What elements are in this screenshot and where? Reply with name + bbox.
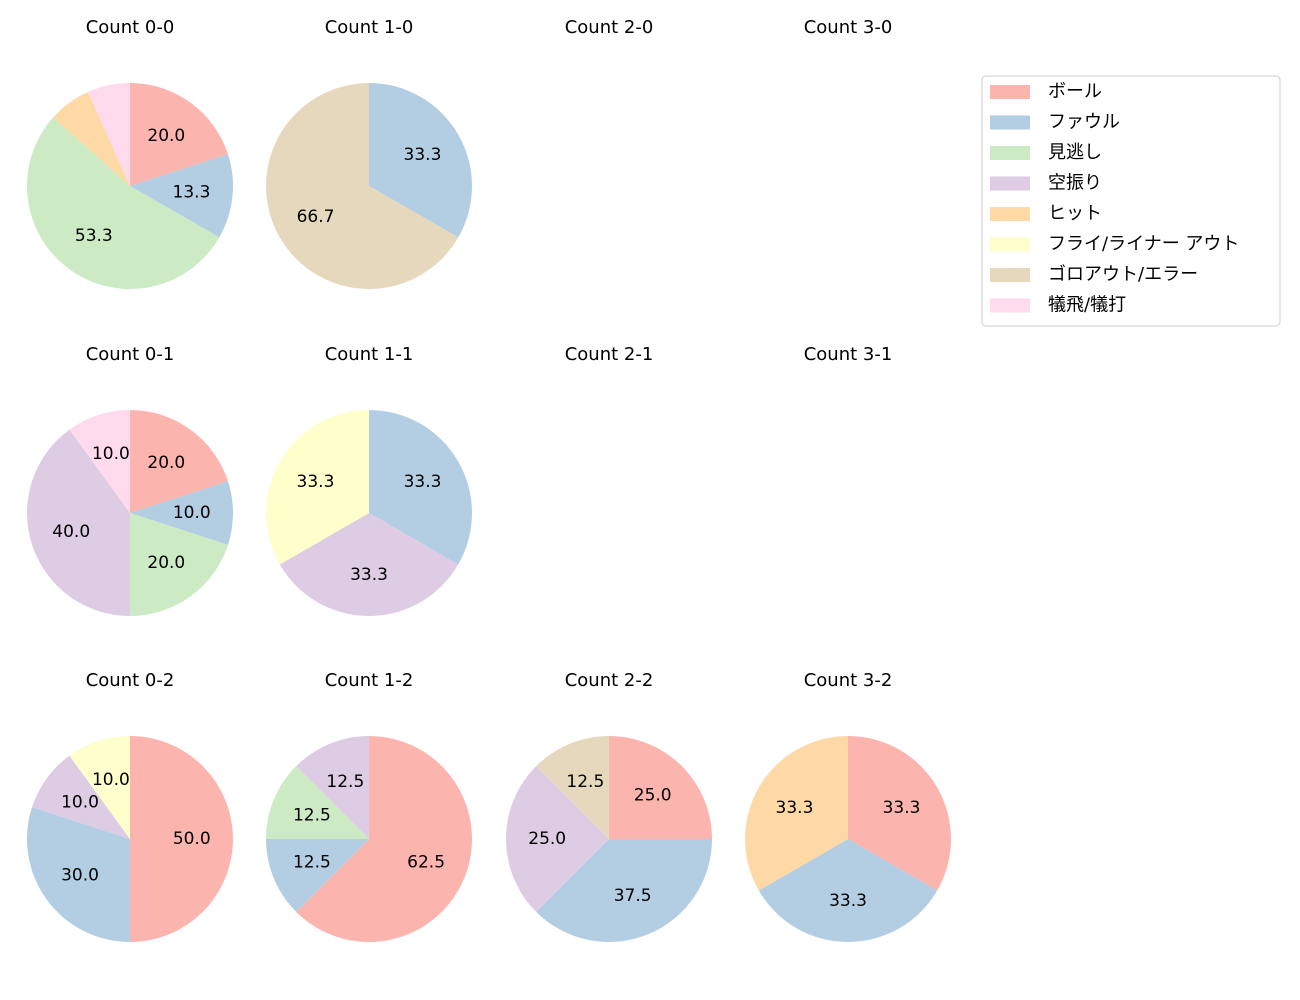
legend-label: 犠飛/犠打: [1048, 295, 1126, 316]
pie-wedge: [536, 736, 609, 839]
pie-wedge: [130, 154, 233, 238]
legend-label: 見逃し: [1048, 142, 1102, 163]
data-label: 33.3: [829, 891, 867, 911]
chart-title: Count 2-0: [565, 17, 654, 38]
pie-wedge: [266, 839, 369, 912]
pie-wedge: [27, 807, 130, 942]
pie-wedge: [130, 83, 228, 186]
legend-label: ファウル: [1048, 112, 1120, 133]
pie-wedge: [26, 117, 220, 290]
pie-wedge: [296, 736, 473, 942]
pie-wedge: [848, 736, 951, 891]
legend-label: ヒット: [1048, 203, 1102, 224]
data-label: 33.3: [883, 798, 921, 818]
data-label: 40.0: [52, 522, 90, 542]
data-label: 25.0: [634, 785, 672, 805]
data-label: 50.0: [173, 829, 211, 849]
data-label: 20.0: [147, 453, 185, 473]
legend-swatch: [990, 207, 1030, 221]
data-label: 10.0: [92, 444, 130, 464]
data-label: 10.0: [61, 793, 99, 813]
data-label: 33.3: [404, 472, 442, 492]
pie-wedge: [369, 83, 472, 238]
pie-wedge: [26, 429, 130, 616]
chart-title: Count 0-0: [86, 17, 175, 38]
pie-wedge: [130, 513, 228, 616]
pie-wedge: [266, 83, 459, 290]
pie-wedge: [53, 91, 130, 186]
pie-wedge: [130, 410, 228, 513]
chart-title: Count 3-1: [804, 344, 893, 365]
chart-title: Count 1-2: [325, 670, 414, 691]
chart-title: Count 1-1: [325, 344, 414, 365]
data-label: 25.0: [528, 829, 566, 849]
pie-wedge: [130, 736, 233, 942]
pie-wedge: [130, 481, 234, 545]
legend-swatch: [990, 237, 1030, 252]
pie-wedge: [32, 755, 130, 839]
legend-swatch: [990, 146, 1030, 160]
data-label: 33.3: [776, 798, 814, 818]
chart-title: Count 0-1: [86, 344, 175, 365]
data-label: 53.3: [75, 226, 113, 246]
chart-title: Count 2-1: [565, 344, 654, 365]
chart-title: Count 3-0: [804, 17, 893, 38]
legend-swatch: [990, 176, 1030, 191]
data-label: 33.3: [297, 472, 335, 492]
legend-frame: [981, 75, 1281, 327]
data-label: 12.5: [326, 772, 364, 792]
pie-wedge: [369, 410, 473, 565]
data-label: 12.5: [293, 805, 331, 825]
data-label: 13.3: [173, 182, 211, 202]
pie-wedge: [296, 736, 369, 839]
data-label: 33.3: [404, 145, 442, 165]
data-label: 62.5: [407, 853, 445, 873]
pie-wedge: [266, 766, 369, 839]
chart-title: Count 3-2: [804, 670, 893, 691]
data-label: 10.0: [173, 503, 211, 523]
chart-title: Count 1-0: [325, 17, 414, 38]
pie-wedge: [87, 83, 130, 186]
pie-wedge: [69, 410, 130, 513]
chart-title: Count 2-2: [565, 670, 654, 691]
data-label: 37.5: [614, 886, 652, 906]
legend-swatch: [990, 115, 1030, 130]
pie-wedge: [536, 839, 712, 942]
legend-label: ボール: [1048, 81, 1102, 102]
data-label: 12.5: [566, 772, 604, 792]
data-label: 10.0: [92, 770, 130, 790]
pie-wedge: [745, 736, 848, 891]
data-label: 20.0: [147, 553, 185, 573]
legend-swatch: [990, 85, 1030, 99]
legend-label: 空振り: [1048, 173, 1102, 194]
legend-label: ゴロアウト/エラー: [1048, 264, 1198, 285]
legend-swatch: [990, 268, 1030, 282]
legend-label: フライ/ライナー アウト: [1048, 234, 1239, 255]
data-label: 12.5: [293, 853, 331, 873]
data-label: 20.0: [147, 126, 185, 146]
pie-wedge: [266, 410, 369, 565]
pie-wedge: [506, 766, 609, 912]
legend-swatch: [990, 298, 1030, 313]
data-label: 30.0: [61, 865, 99, 885]
pie-wedge: [758, 839, 938, 942]
pie-wedge: [69, 736, 130, 839]
pie-wedge: [609, 736, 712, 839]
data-label: 66.7: [297, 207, 335, 227]
chart-title: Count 0-2: [86, 670, 175, 691]
data-label: 33.3: [350, 565, 388, 585]
